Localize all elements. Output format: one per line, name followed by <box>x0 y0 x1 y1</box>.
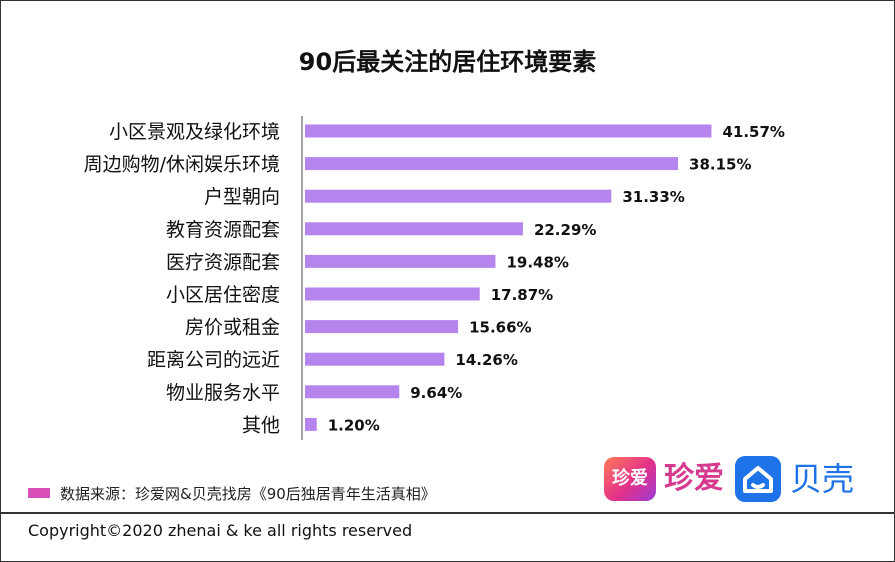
bar <box>305 352 445 366</box>
bar <box>305 222 523 236</box>
value-label: 15.66% <box>469 319 531 337</box>
value-label: 17.87% <box>491 286 553 304</box>
value-label: 19.48% <box>506 253 568 271</box>
value-label: 31.33% <box>622 188 684 206</box>
value-label: 14.26% <box>455 351 517 369</box>
bar <box>305 320 459 334</box>
bar <box>305 287 480 301</box>
category-label: 距离公司的远近 <box>147 349 280 371</box>
zhenai-logo-icon: 珍爱 <box>604 457 656 501</box>
ke-logo-text: 贝壳 <box>790 460 855 498</box>
category-label: 其他 <box>242 414 280 436</box>
value-label: 22.29% <box>534 221 596 239</box>
home-icon <box>743 466 773 493</box>
category-label: 房价或租金 <box>185 317 280 339</box>
copyright-text: Copyright©2020 zhenai & ke all rights re… <box>28 521 413 540</box>
bar <box>305 189 612 203</box>
chart-title: 90后最关注的居住环境要素 <box>298 48 597 76</box>
category-label: 户型朝向 <box>204 186 280 208</box>
category-label: 小区景观及绿化环境 <box>109 121 280 143</box>
bar <box>305 417 317 431</box>
value-label: 9.64% <box>410 384 462 402</box>
ke-logo-icon <box>735 456 781 502</box>
bar-chart: 小区景观及绿化环境 41.57% 周边购物/休闲娱乐环境 38.15% 户型朝向 31.3… <box>84 116 785 440</box>
value-label: 41.57% <box>722 123 784 141</box>
bar <box>305 157 679 171</box>
source-legend-swatch <box>28 488 50 498</box>
footer-divider <box>0 512 895 514</box>
bar <box>305 385 400 399</box>
category-label: 教育资源配套 <box>166 219 280 241</box>
bar <box>305 254 496 268</box>
value-label: 1.20% <box>328 416 380 434</box>
category-label: 医疗资源配套 <box>166 251 280 273</box>
bar <box>305 124 712 138</box>
category-label: 物业服务水平 <box>166 382 280 404</box>
category-label: 小区居住密度 <box>166 284 280 306</box>
value-label: 38.15% <box>689 156 751 174</box>
source-note: 数据来源：珍爱网&贝壳找房《90后独居青年生活真相》 <box>60 485 436 503</box>
zhenai-logo-text: 珍爱 <box>664 461 724 496</box>
category-label: 周边购物/休闲娱乐环境 <box>84 154 280 176</box>
